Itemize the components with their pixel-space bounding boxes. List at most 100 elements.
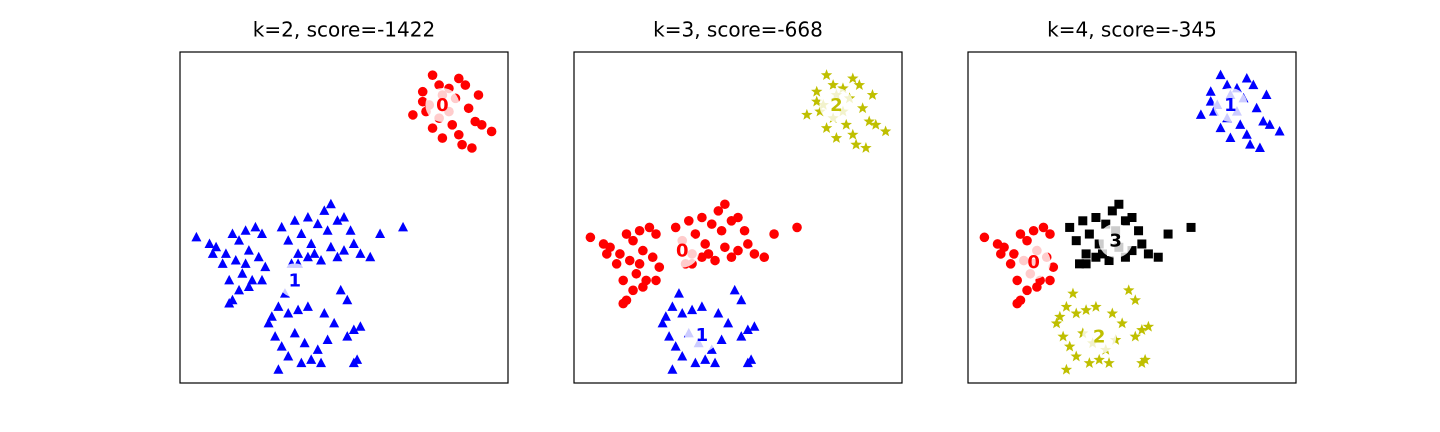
point <box>1254 142 1265 152</box>
point <box>1264 119 1275 129</box>
point <box>417 96 428 107</box>
point <box>325 241 336 252</box>
point <box>820 122 833 133</box>
point <box>276 341 287 351</box>
point <box>224 274 235 285</box>
point <box>687 304 698 315</box>
point <box>749 321 760 331</box>
point <box>476 120 487 130</box>
point <box>1127 213 1137 222</box>
cluster-label: 0 <box>1027 252 1040 273</box>
point <box>696 301 707 311</box>
cluster-label: 3 <box>1109 231 1122 252</box>
point <box>1134 226 1144 236</box>
point <box>348 238 359 248</box>
point <box>1136 324 1148 335</box>
point <box>355 248 366 258</box>
point <box>850 138 862 150</box>
point <box>345 225 356 235</box>
point <box>220 248 231 258</box>
point <box>703 249 714 259</box>
point <box>743 239 753 249</box>
cluster-label: 1 <box>696 325 709 346</box>
point <box>651 275 661 286</box>
point <box>408 110 418 120</box>
point <box>1080 304 1092 316</box>
point <box>624 255 635 266</box>
point <box>1015 229 1026 239</box>
point <box>1065 222 1075 232</box>
point <box>365 251 376 262</box>
point <box>260 261 271 272</box>
point <box>1081 259 1091 269</box>
point <box>638 282 648 292</box>
cluster-label: 1 <box>1224 95 1237 116</box>
point <box>1075 259 1085 269</box>
point <box>473 90 484 100</box>
point <box>700 354 711 364</box>
point <box>1093 353 1105 365</box>
point <box>250 221 261 232</box>
point <box>879 125 892 137</box>
point <box>1009 249 1019 259</box>
point <box>339 245 349 255</box>
point <box>293 304 304 315</box>
point <box>302 251 313 262</box>
point <box>690 357 701 368</box>
point <box>1114 199 1124 209</box>
point <box>230 255 241 265</box>
point <box>866 89 879 100</box>
point <box>621 229 632 239</box>
cluster-center <box>1098 223 1133 258</box>
point <box>1129 294 1141 306</box>
point <box>677 351 688 361</box>
point <box>1063 340 1076 352</box>
point <box>1153 252 1163 262</box>
point <box>312 218 323 229</box>
point <box>309 248 320 258</box>
point <box>1139 353 1151 365</box>
point <box>673 288 684 298</box>
point <box>684 216 694 226</box>
point <box>263 317 274 328</box>
point <box>306 238 317 248</box>
point <box>240 258 251 268</box>
point <box>335 284 346 295</box>
point <box>716 334 727 344</box>
point <box>1195 109 1206 119</box>
point <box>1136 357 1148 368</box>
point <box>454 73 464 84</box>
point <box>463 103 474 114</box>
point <box>618 275 628 286</box>
point <box>860 141 872 153</box>
point <box>814 105 826 117</box>
cluster-center <box>277 263 312 298</box>
point <box>266 311 277 321</box>
point <box>257 274 267 285</box>
point <box>243 245 254 255</box>
point <box>283 307 294 318</box>
point <box>289 327 300 338</box>
point <box>1186 222 1196 232</box>
point <box>1022 235 1032 246</box>
point <box>1097 249 1107 259</box>
point <box>713 206 724 216</box>
point <box>1215 69 1226 80</box>
cluster-center <box>684 318 719 353</box>
point <box>460 80 471 90</box>
point <box>1205 86 1216 96</box>
point <box>1129 330 1141 342</box>
cluster-label: 1 <box>289 270 302 291</box>
point <box>467 143 477 153</box>
point <box>312 344 323 354</box>
point <box>329 317 340 328</box>
point <box>1012 275 1022 286</box>
point <box>631 268 642 279</box>
point <box>792 222 802 233</box>
point <box>240 225 251 235</box>
point <box>234 284 245 295</box>
point <box>1261 89 1272 100</box>
point <box>1116 317 1128 329</box>
cluster-center <box>819 87 854 122</box>
point <box>316 255 327 265</box>
